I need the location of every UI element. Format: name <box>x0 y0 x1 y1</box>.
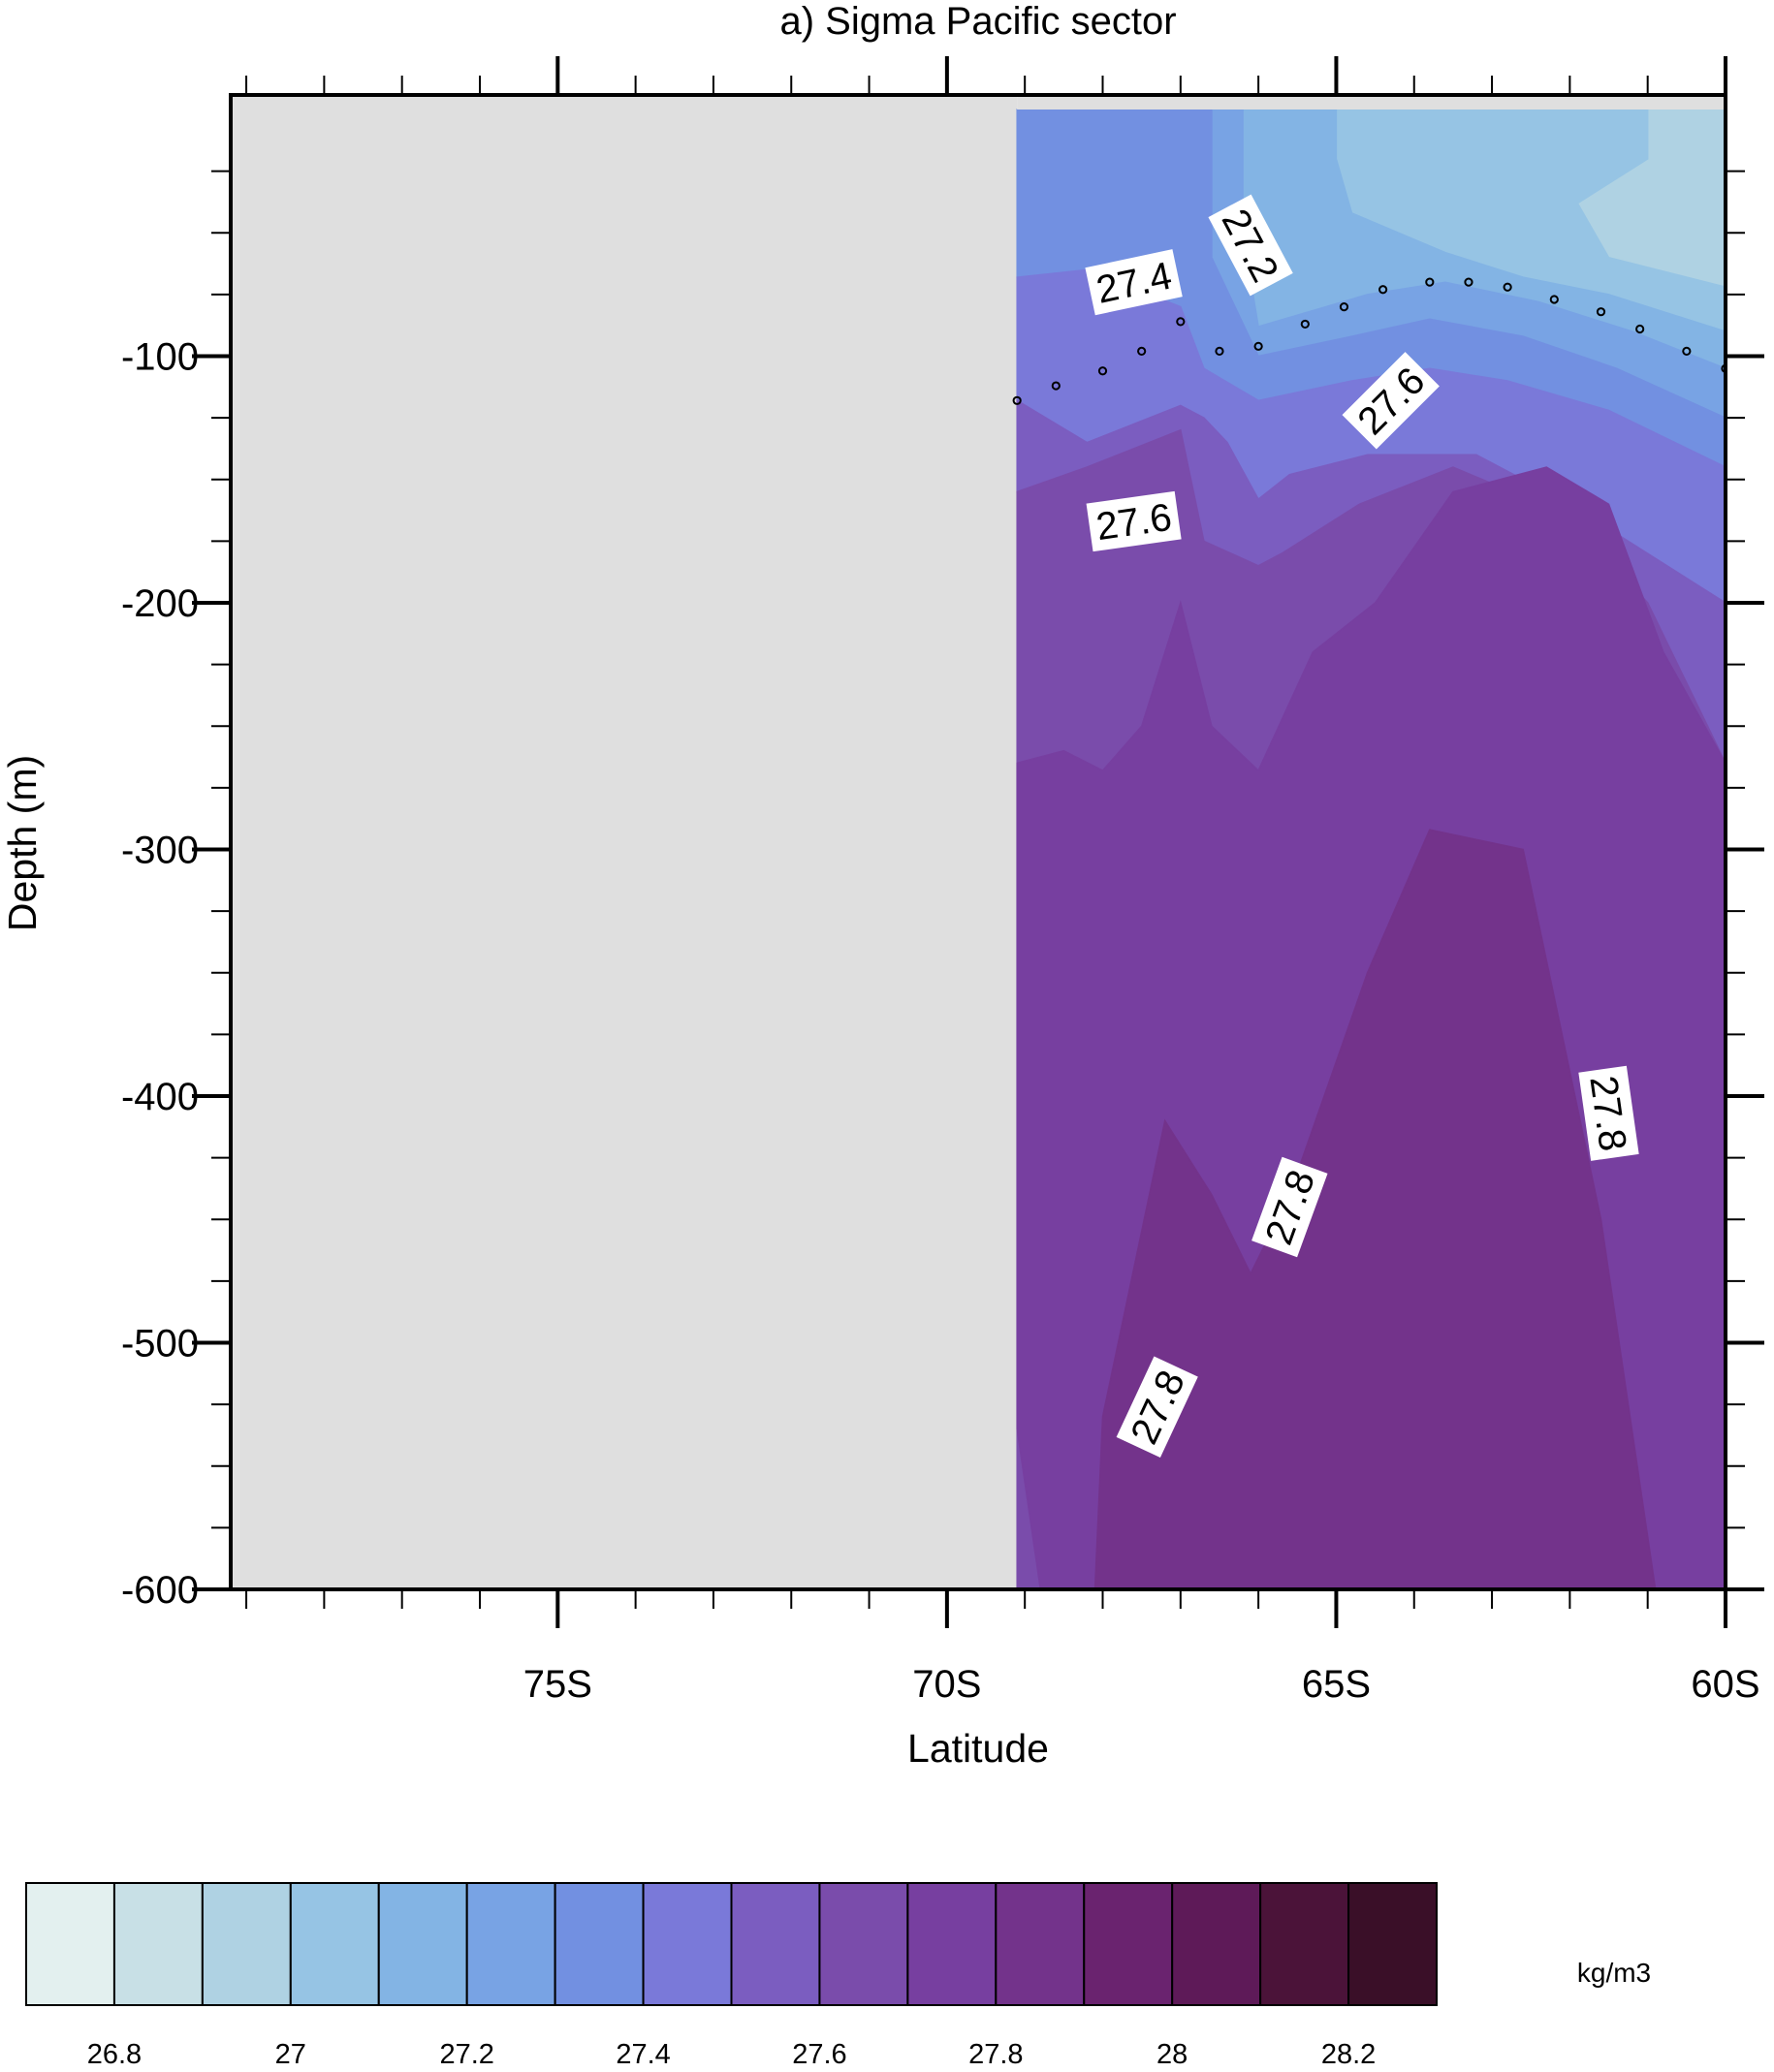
mld-marker <box>1300 319 1310 330</box>
mld-marker <box>1176 317 1186 327</box>
mld-marker <box>1682 346 1692 357</box>
x-tick-label: 70S <box>912 1663 981 1706</box>
mld-marker <box>1137 346 1147 357</box>
colorbar-box <box>465 1882 556 2006</box>
y-tick-label: -400 <box>121 1076 199 1118</box>
mld-marker <box>1425 277 1435 287</box>
mld-marker <box>1253 341 1263 351</box>
colorbar-box <box>818 1882 909 2006</box>
colorbar: 26.8 27 27.2 27.4 27.6 27.8 28 28.2 kg/m3 <box>25 1882 1651 2070</box>
colorbar-boxes <box>25 1882 1438 2006</box>
y-tick-label: -300 <box>121 830 199 872</box>
x-tick-label: 65S <box>1302 1663 1371 1706</box>
y-axis-label: Depth (m) <box>0 755 45 931</box>
colorbar-box <box>377 1882 468 2006</box>
mld-marker <box>1215 346 1224 357</box>
contour-label-text: 27.8 <box>1581 1073 1633 1153</box>
contour-label-text: 27.6 <box>1093 496 1174 549</box>
colorbar-tick-label: 26.8 <box>87 2039 142 2070</box>
mld-marker <box>1635 324 1645 334</box>
colorbar-box <box>554 1882 645 2006</box>
plot-area: 27.4 27.227.627.627.827.827.8 <box>231 95 1726 1589</box>
mld-marker <box>1012 395 1022 405</box>
y-tick-label: -600 <box>121 1569 199 1612</box>
colorbar-tick-labels: 26.8 27 27.2 27.4 27.6 27.8 28 28.2 <box>87 2039 1377 2070</box>
colorbar-tick-label: 28 <box>1156 2039 1188 2070</box>
colorbar-box <box>730 1882 821 2006</box>
chart-title: a) Sigma Pacific sector <box>779 0 1176 43</box>
mld-marker <box>1503 282 1512 292</box>
colorbar-unit-label: kg/m3 <box>1577 1958 1651 1988</box>
x-tick-label: 60S <box>1691 1663 1759 1706</box>
mld-marker <box>1721 363 1726 373</box>
colorbar-box <box>1171 1882 1262 2006</box>
colorbar-box <box>112 1882 204 2006</box>
contour-label-box <box>1342 352 1440 450</box>
x-axis-label: Latitude <box>907 1726 1049 1771</box>
mld-marker <box>1097 366 1108 376</box>
colorbar-box <box>289 1882 380 2006</box>
mld-marker <box>1051 381 1061 391</box>
missing-data-region <box>231 95 1018 1589</box>
x-tick-label: 75S <box>523 1663 592 1706</box>
colorbar-box <box>201 1882 292 2006</box>
colorbar-tick-label: 27.4 <box>616 2039 670 2070</box>
colorbar-box <box>642 1882 733 2006</box>
colorbar-tick-label: 28.2 <box>1321 2039 1376 2070</box>
contour-label-box <box>1578 1065 1639 1161</box>
contour-label: 27.2 <box>1208 194 1293 297</box>
plot-frame <box>229 93 1727 1591</box>
mld-marker <box>1549 295 1559 304</box>
contour-label-box <box>1116 1356 1198 1458</box>
mld-marker <box>1339 302 1349 312</box>
contour-label-box <box>1086 490 1182 552</box>
colorbar-box <box>25 1882 115 2006</box>
colorbar-tick-label: 27.2 <box>439 2039 493 2070</box>
mld-marker <box>1596 307 1606 317</box>
y-tick-label: -100 <box>121 336 199 379</box>
contour-band-9 <box>1093 829 1657 1589</box>
contour-fill-layer <box>1016 109 1726 1589</box>
mixed-layer-depth-markers <box>1012 277 1726 405</box>
y-tick-label: -500 <box>121 1323 199 1366</box>
contour-label-box <box>1251 1156 1328 1258</box>
colorbar-box <box>1083 1882 1174 2006</box>
mld-marker <box>1464 277 1473 287</box>
mld-marker <box>1378 285 1388 295</box>
colorbar-tick-label: 27.8 <box>968 2039 1023 2070</box>
contour-label-box <box>1085 249 1183 316</box>
contour-label-box <box>1208 194 1293 297</box>
colorbar-tick-label: 27 <box>275 2039 306 2070</box>
colorbar-box <box>995 1882 1086 2006</box>
colorbar-tick-label: 27.6 <box>792 2039 846 2070</box>
colorbar-box <box>906 1882 998 2006</box>
axis-tick-labels: 75S 70S 65S 60S -100 -200 -300 -400 -500 -600 <box>121 336 1760 1707</box>
y-tick-label: -200 <box>121 582 199 625</box>
missing-data-top-strip <box>1017 95 1726 110</box>
axis-ticks <box>192 56 1764 1628</box>
contour-label: 27.6 <box>1086 490 1182 552</box>
contour-label: 27.8 <box>1578 1065 1639 1161</box>
colorbar-box <box>1347 1882 1438 2006</box>
colorbar-box <box>1259 1882 1350 2006</box>
